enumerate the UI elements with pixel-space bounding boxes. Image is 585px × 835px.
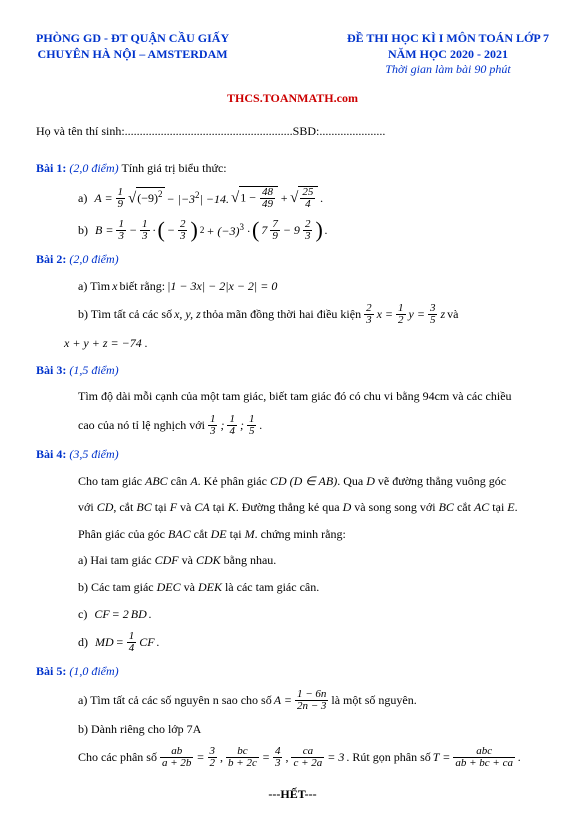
bai1-text: Tính giá trị biểu thức: bbox=[121, 161, 226, 175]
bai2-b-eq2: x + y + z = −74 . bbox=[64, 334, 549, 353]
bai1-b: b) B = 13 − 13 · ( − 23 )2 + (−3)3 · ( 7… bbox=[78, 219, 549, 242]
bai3-text1: Tìm độ dài mỗi cạnh của một tam giác, bi… bbox=[78, 387, 549, 406]
bai1-title: Bài 1: bbox=[36, 161, 66, 175]
bai1-a-label: a) bbox=[78, 189, 87, 208]
bai2-a-text2: biết rằng: bbox=[119, 277, 165, 296]
bai3-title: Bài 3: bbox=[36, 363, 66, 377]
bai4-text2: với CD, cắt BC tại F và CA tại K. Đường … bbox=[78, 498, 549, 517]
bai2-a-var: x bbox=[112, 277, 117, 296]
bai5-c: Cho các phân số aba + 2b = 32, bcb + 2c … bbox=[78, 746, 549, 769]
bai2-b-text3: và bbox=[447, 305, 458, 324]
end-marker: ---HẾT--- bbox=[36, 787, 549, 802]
bai3-points: (1,5 điểm) bbox=[69, 363, 118, 377]
bai4-points: (3,5 điểm) bbox=[69, 447, 118, 461]
header-right-2: NĂM HỌC 2020 - 2021 bbox=[347, 46, 549, 62]
name-dots: ........................................… bbox=[125, 124, 293, 138]
bai2-b-text1: b) Tìm tất cả các số bbox=[78, 305, 172, 324]
bai4-c: c) CF = 2BD . bbox=[78, 605, 549, 624]
bai1-points: (2,0 điểm) bbox=[69, 161, 118, 175]
bai2-a: a) Tìm x biết rằng: |1 − 3x| − 2|x − 2| … bbox=[78, 277, 549, 296]
watermark: THCS.TOANMATH.com bbox=[227, 91, 358, 105]
bai2-b-vars: x, y, z bbox=[174, 305, 201, 324]
header-right-1: ĐỀ THI HỌC KÌ I MÔN TOÁN LỚP 7 bbox=[347, 30, 549, 46]
bai2-title: Bài 2: bbox=[36, 252, 66, 266]
bai4-b: b) Các tam giác DEC và DEK là các tam gi… bbox=[78, 578, 549, 597]
student-line: Họ và tên thí sinh:.....................… bbox=[36, 124, 549, 139]
bai2-points: (2,0 điểm) bbox=[69, 252, 118, 266]
bai2-b-text2: thỏa mãn đồng thời hai điều kiện bbox=[203, 305, 361, 324]
header-left-1: PHÒNG GD - ĐT QUẬN CẦU GIẤY bbox=[36, 30, 229, 46]
bai1-a: a) A = 19 √(−9)2 − |−32| −14. √1 − 4849 … bbox=[78, 186, 549, 211]
header-left-2: CHUYÊN HÀ NỘI – AMSTERDAM bbox=[36, 46, 229, 62]
bai1-b-label: b) bbox=[78, 221, 88, 240]
bai4-text1: Cho tam giác ABC cân A. Kẻ phân giác CD … bbox=[78, 472, 549, 491]
bai4-text3: Phân giác của góc BAC cắt DE tại M. chứn… bbox=[78, 525, 549, 544]
bai4-title: Bài 4: bbox=[36, 447, 66, 461]
bai5-title: Bài 5: bbox=[36, 664, 66, 678]
bai5-a: a) Tìm tất cả các số nguyên n sao cho số… bbox=[78, 689, 549, 712]
sbd-label: SBD: bbox=[293, 124, 320, 138]
bai2-b: b) Tìm tất cả các số x, y, z thỏa mãn đồ… bbox=[78, 303, 549, 326]
sbd-dots: ...................... bbox=[319, 124, 385, 138]
bai2-a-label: a) Tìm bbox=[78, 277, 110, 296]
bai4-d: d) MD = 14 CF . bbox=[78, 631, 549, 654]
header-right-3: Thời gian làm bài 90 phút bbox=[347, 62, 549, 77]
bai5-b: b) Dành riêng cho lớp 7A bbox=[78, 720, 549, 739]
bai4-a: a) Hai tam giác CDF và CDK bằng nhau. bbox=[78, 551, 549, 570]
name-label: Họ và tên thí sinh: bbox=[36, 124, 125, 138]
bai5-points: (1,0 điểm) bbox=[69, 664, 118, 678]
bai3-text2: cao của nó tỉ lệ nghịch với 13; 14; 15. bbox=[78, 414, 549, 437]
